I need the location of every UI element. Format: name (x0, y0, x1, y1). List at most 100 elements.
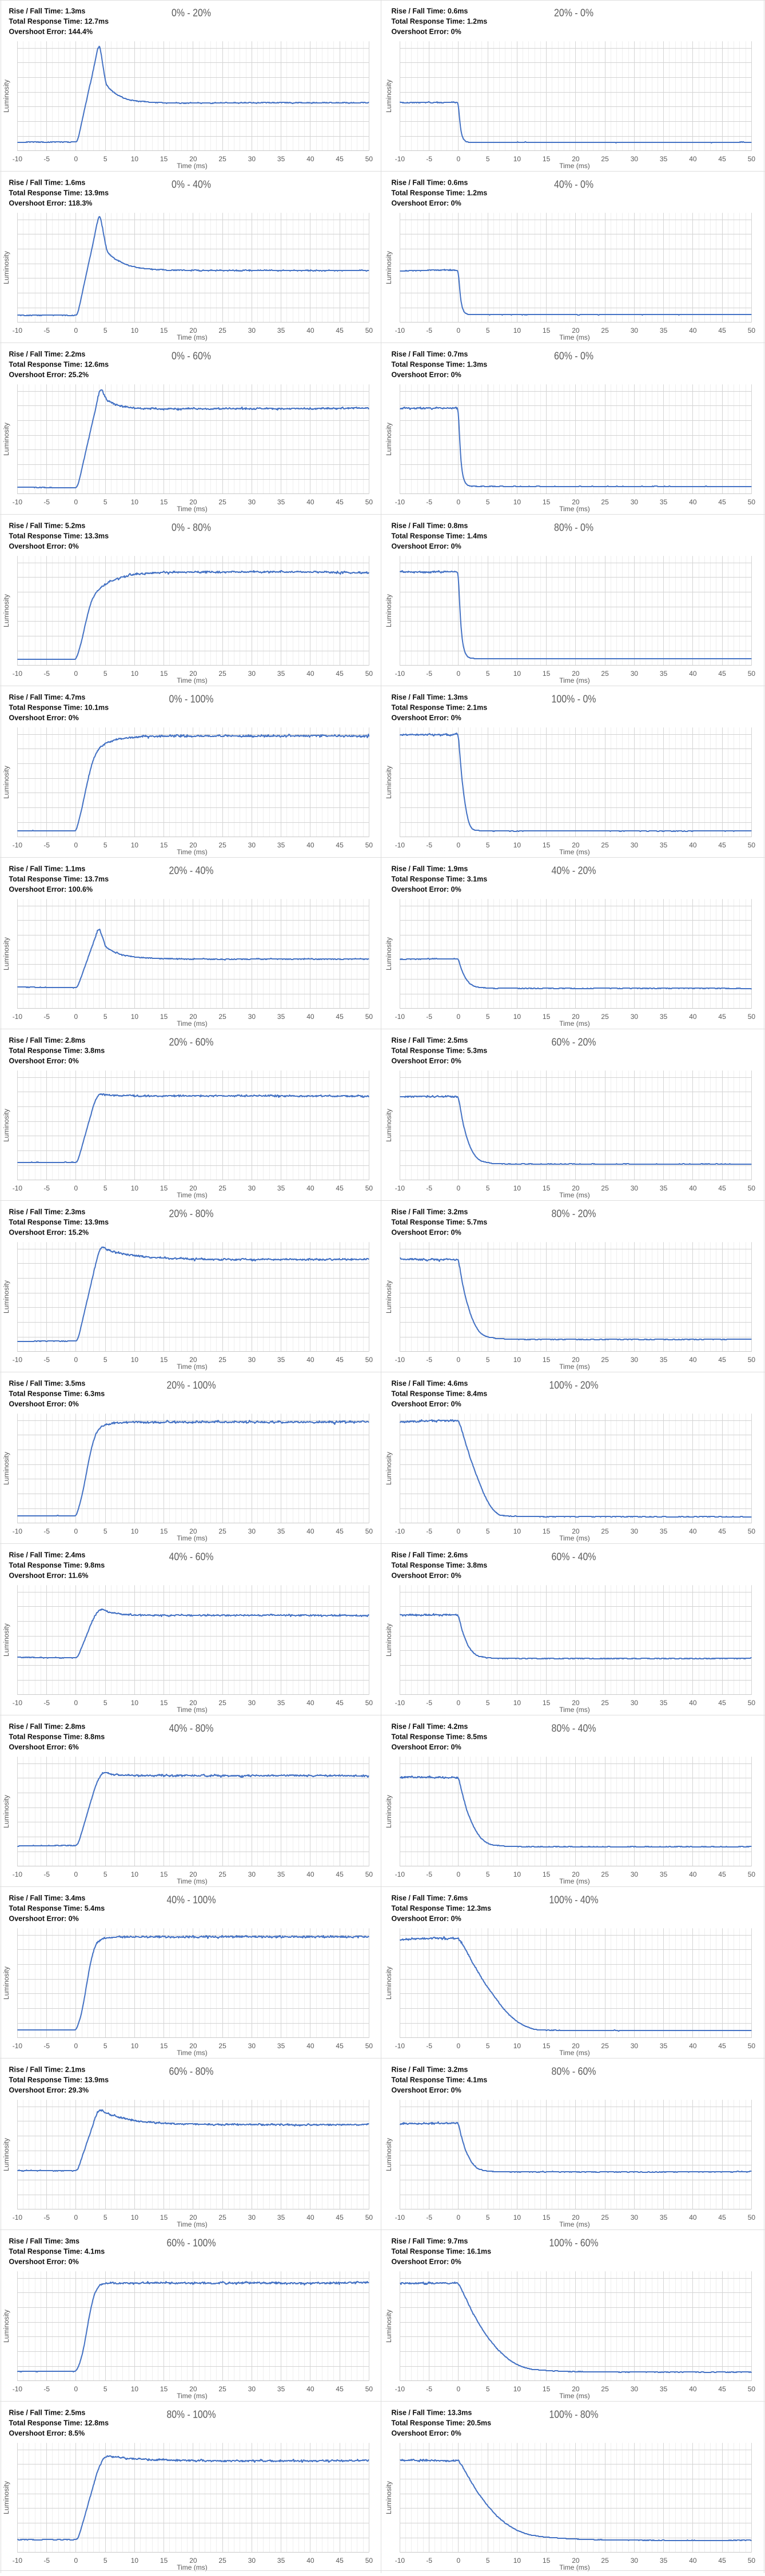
svg-text:Rise / Fall Time: 0.7ms: Rise / Fall Time: 0.7ms (392, 351, 468, 359)
svg-text:60% - 80%: 60% - 80% (169, 2066, 214, 2077)
svg-text:Total Response Time: 1.4ms: Total Response Time: 1.4ms (392, 532, 488, 540)
svg-text:Overshoot Error: 0%: Overshoot Error: 0% (392, 1743, 461, 1751)
svg-text:20% - 100%: 20% - 100% (167, 1380, 216, 1391)
svg-text:Overshoot Error: 0%: Overshoot Error: 0% (392, 1400, 461, 1408)
svg-text:Rise / Fall Time: 2.8ms: Rise / Fall Time: 2.8ms (9, 1037, 86, 1045)
svg-text:100% - 80%: 100% - 80% (549, 2409, 599, 2420)
svg-text:Rise / Fall Time: 7.6ms: Rise / Fall Time: 7.6ms (392, 1894, 468, 1902)
svg-text:Overshoot Error: 0%: Overshoot Error: 0% (392, 2258, 461, 2266)
svg-text:Rise / Fall Time: 2.5ms: Rise / Fall Time: 2.5ms (9, 2409, 86, 2417)
svg-text:60% - 100%: 60% - 100% (167, 2237, 216, 2249)
svg-text:Total Response Time: 13.9ms: Total Response Time: 13.9ms (9, 189, 109, 197)
svg-text:Rise / Fall Time: 2.4ms: Rise / Fall Time: 2.4ms (9, 1551, 86, 1559)
svg-text:Total Response Time: 5.4ms: Total Response Time: 5.4ms (9, 1905, 105, 1913)
svg-text:Total Response Time: 10.1ms: Total Response Time: 10.1ms (9, 704, 109, 712)
svg-text:80% - 40%: 80% - 40% (552, 1723, 596, 1734)
svg-text:Total Response Time: 13.7ms: Total Response Time: 13.7ms (9, 875, 109, 883)
svg-text:40% - 20%: 40% - 20% (552, 865, 596, 877)
svg-text:40% - 80%: 40% - 80% (169, 1723, 214, 1734)
svg-text:20% - 80%: 20% - 80% (169, 1208, 214, 1220)
svg-text:Total Response Time: 9.8ms: Total Response Time: 9.8ms (9, 1562, 105, 1570)
svg-text:Rise / Fall Time: 5.2ms: Rise / Fall Time: 5.2ms (9, 522, 86, 530)
svg-text:0% - 100%: 0% - 100% (169, 694, 214, 705)
svg-text:0% - 40%: 0% - 40% (172, 179, 211, 190)
svg-text:Total Response Time: 4.1ms: Total Response Time: 4.1ms (392, 2076, 488, 2084)
svg-text:Overshoot Error: 0%: Overshoot Error: 0% (392, 543, 461, 551)
svg-text:Overshoot Error: 0%: Overshoot Error: 0% (392, 886, 461, 894)
svg-text:Rise / Fall Time: 3.2ms: Rise / Fall Time: 3.2ms (392, 2066, 468, 2074)
svg-text:Overshoot Error: 0%: Overshoot Error: 0% (9, 1057, 79, 1065)
svg-text:20% - 40%: 20% - 40% (169, 865, 214, 877)
svg-text:Overshoot Error: 0%: Overshoot Error: 0% (392, 1057, 461, 1065)
svg-text:Total Response Time: 3.1ms: Total Response Time: 3.1ms (392, 875, 488, 883)
svg-text:Rise / Fall Time: 2.2ms: Rise / Fall Time: 2.2ms (9, 351, 86, 359)
svg-text:Total Response Time: 5.3ms: Total Response Time: 5.3ms (392, 1047, 488, 1055)
svg-text:Rise / Fall Time: 3.4ms: Rise / Fall Time: 3.4ms (9, 1894, 86, 1902)
svg-text:80% - 60%: 80% - 60% (552, 2066, 596, 2077)
svg-text:80% - 0%: 80% - 0% (554, 522, 593, 533)
svg-text:Total Response Time: 13.9ms: Total Response Time: 13.9ms (9, 2076, 109, 2084)
svg-text:Rise / Fall Time: 2.8ms: Rise / Fall Time: 2.8ms (9, 1723, 86, 1731)
svg-text:Rise / Fall Time: 3.5ms: Rise / Fall Time: 3.5ms (9, 1380, 86, 1388)
svg-text:0% - 60%: 0% - 60% (172, 351, 211, 362)
svg-text:Overshoot Error: 8.5%: Overshoot Error: 8.5% (9, 2430, 85, 2438)
svg-text:Overshoot Error: 25.2%: Overshoot Error: 25.2% (9, 371, 89, 379)
svg-text:Overshoot Error: 0%: Overshoot Error: 0% (9, 543, 79, 551)
svg-text:Overshoot Error: 0%: Overshoot Error: 0% (392, 2430, 461, 2438)
svg-text:40% - 0%: 40% - 0% (554, 179, 593, 190)
svg-text:Total Response Time: 5.7ms: Total Response Time: 5.7ms (392, 1219, 488, 1227)
svg-text:Total Response Time: 12.7ms: Total Response Time: 12.7ms (9, 18, 109, 26)
svg-text:20% - 60%: 20% - 60% (169, 1037, 214, 1048)
svg-text:Overshoot Error: 0%: Overshoot Error: 0% (392, 28, 461, 36)
svg-text:Rise / Fall Time: 4.7ms: Rise / Fall Time: 4.7ms (9, 694, 86, 702)
svg-text:Overshoot Error: 0%: Overshoot Error: 0% (392, 1915, 461, 1923)
svg-text:Rise / Fall Time: 13.3ms: Rise / Fall Time: 13.3ms (392, 2409, 472, 2417)
svg-text:100% - 40%: 100% - 40% (549, 1894, 599, 1906)
svg-text:Overshoot Error: 6%: Overshoot Error: 6% (9, 1743, 79, 1751)
svg-text:Overshoot Error: 118.3%: Overshoot Error: 118.3% (9, 200, 93, 208)
svg-text:60% - 0%: 60% - 0% (554, 351, 593, 362)
svg-text:20% - 0%: 20% - 0% (554, 7, 593, 19)
svg-text:Total Response Time: 1.3ms: Total Response Time: 1.3ms (392, 361, 488, 369)
svg-text:80% - 20%: 80% - 20% (552, 1208, 596, 1220)
svg-text:Total Response Time: 6.3ms: Total Response Time: 6.3ms (9, 1390, 105, 1398)
svg-text:Total Response Time: 2.1ms: Total Response Time: 2.1ms (392, 704, 488, 712)
svg-text:Overshoot Error: 0%: Overshoot Error: 0% (392, 1572, 461, 1580)
svg-text:Overshoot Error: 0%: Overshoot Error: 0% (392, 200, 461, 208)
svg-text:Rise / Fall Time: 1.3ms: Rise / Fall Time: 1.3ms (392, 694, 468, 702)
svg-text:Overshoot Error: 0%: Overshoot Error: 0% (9, 1400, 79, 1408)
svg-text:Rise / Fall Time: 1.9ms: Rise / Fall Time: 1.9ms (392, 865, 468, 873)
svg-text:Rise / Fall Time: 2.5ms: Rise / Fall Time: 2.5ms (392, 1037, 468, 1045)
svg-text:60% - 40%: 60% - 40% (552, 1551, 596, 1563)
svg-text:Rise / Fall Time: 2.1ms: Rise / Fall Time: 2.1ms (9, 2066, 86, 2074)
svg-text:Total Response Time: 12.8ms: Total Response Time: 12.8ms (9, 2419, 109, 2427)
svg-text:Overshoot Error: 0%: Overshoot Error: 0% (9, 1915, 79, 1923)
svg-text:Rise / Fall Time: 0.8ms: Rise / Fall Time: 0.8ms (392, 522, 468, 530)
svg-text:Total Response Time: 13.3ms: Total Response Time: 13.3ms (9, 532, 109, 540)
svg-text:Rise / Fall Time: 3ms: Rise / Fall Time: 3ms (9, 2237, 79, 2245)
svg-text:Total Response Time: 12.6ms: Total Response Time: 12.6ms (9, 361, 109, 369)
svg-text:Overshoot Error: 0%: Overshoot Error: 0% (392, 2087, 461, 2095)
svg-text:Total Response Time: 8.4ms: Total Response Time: 8.4ms (392, 1390, 488, 1398)
svg-text:Overshoot Error: 15.2%: Overshoot Error: 15.2% (9, 1229, 89, 1237)
svg-text:Total Response Time: 8.5ms: Total Response Time: 8.5ms (392, 1733, 488, 1741)
svg-text:Rise / Fall Time: 4.6ms: Rise / Fall Time: 4.6ms (392, 1380, 468, 1388)
svg-text:Rise / Fall Time: 9.7ms: Rise / Fall Time: 9.7ms (392, 2237, 468, 2245)
svg-text:Overshoot Error: 144.4%: Overshoot Error: 144.4% (9, 28, 93, 36)
svg-text:Rise / Fall Time: 0.6ms: Rise / Fall Time: 0.6ms (392, 7, 468, 15)
svg-text:Total Response Time: 16.1ms: Total Response Time: 16.1ms (392, 2248, 492, 2256)
svg-text:Rise / Fall Time: 2.6ms: Rise / Fall Time: 2.6ms (392, 1551, 468, 1559)
svg-text:Total Response Time: 12.3ms: Total Response Time: 12.3ms (392, 1905, 492, 1913)
svg-text:Overshoot Error: 0%: Overshoot Error: 0% (392, 1229, 461, 1237)
svg-text:0% - 20%: 0% - 20% (172, 7, 211, 19)
svg-text:Overshoot Error: 0%: Overshoot Error: 0% (392, 714, 461, 722)
svg-text:40% - 60%: 40% - 60% (169, 1551, 214, 1563)
svg-text:Rise / Fall Time: 1.1ms: Rise / Fall Time: 1.1ms (9, 865, 86, 873)
svg-text:Total Response Time: 20.5ms: Total Response Time: 20.5ms (392, 2419, 492, 2427)
svg-text:Rise / Fall Time: 2.3ms: Rise / Fall Time: 2.3ms (9, 1208, 86, 1216)
svg-text:40% - 100%: 40% - 100% (167, 1894, 216, 1906)
svg-text:Overshoot Error: 100.6%: Overshoot Error: 100.6% (9, 886, 93, 894)
svg-text:Overshoot Error: 0%: Overshoot Error: 0% (9, 714, 79, 722)
svg-text:Total Response Time: 3.8ms: Total Response Time: 3.8ms (392, 1562, 488, 1570)
svg-text:100% - 60%: 100% - 60% (549, 2237, 599, 2249)
